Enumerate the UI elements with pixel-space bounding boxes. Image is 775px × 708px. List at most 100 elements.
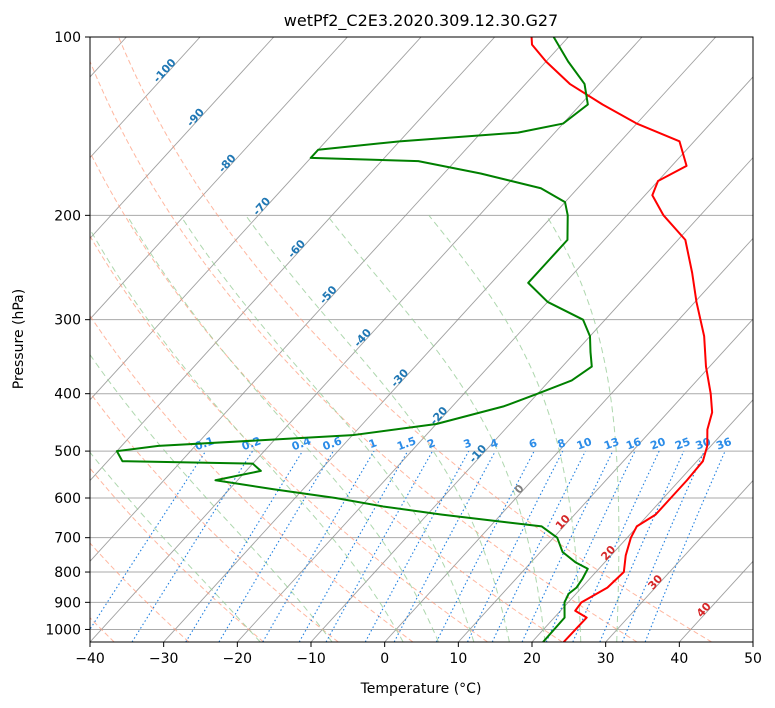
mixing-ratio-line — [131, 450, 254, 642]
moist-adiabat-line — [428, 215, 582, 642]
y-tick-label: 400 — [54, 387, 81, 403]
dry-adiabat-line — [90, 542, 190, 642]
dry-adiabat-label: -70 — [250, 195, 273, 219]
plot-area: 0.1 0.2 0.4 0.6 1 1.5 2 3 4 6 8 10 13 16 20 25 30 36-100-… — [90, 37, 753, 642]
mixing-ratio-label: 20 — [649, 435, 668, 453]
moist-adiabat-line — [545, 215, 620, 642]
mixing-ratio-label: 10 — [575, 435, 594, 453]
dry-adiabat-line — [90, 60, 638, 642]
x-axis-label: Temperature (°C) — [360, 681, 482, 697]
mixing-ratio-label: 1.5 — [395, 434, 418, 453]
mixing-ratio-label: 36 — [714, 435, 733, 453]
y-tick-label: 300 — [54, 313, 81, 329]
x-tick-label: 20 — [523, 651, 541, 667]
mixing-ratio-label: 13 — [602, 435, 621, 452]
x-tick-label: 0 — [380, 651, 389, 667]
y-tick-label: 200 — [54, 208, 81, 224]
mixing-ratio-line — [521, 450, 614, 642]
isotherm-line — [90, 37, 348, 320]
x-tick-label: 30 — [597, 651, 615, 667]
mixing-ratio-line — [599, 450, 685, 642]
x-tick-label: 10 — [449, 651, 467, 667]
isotherm-line — [458, 318, 753, 642]
mixing-ratio-label: 0.2 — [240, 434, 263, 453]
mixing-ratio-label: 1 — [367, 436, 379, 451]
mixing-ratio-label: 16 — [624, 435, 643, 453]
mixing-ratio-label: 0.6 — [321, 434, 344, 453]
y-axis: 100 200 300 400 500 600 700 800 900 1000 — [45, 30, 90, 638]
isotherm-line — [90, 37, 422, 401]
mixing-ratio-line — [185, 450, 304, 642]
mixing-ratio-label: 2 — [426, 436, 438, 451]
mixing-ratio-label: 4 — [488, 436, 500, 451]
isotherm-line — [90, 37, 275, 240]
dry-adiabat-label: -50 — [317, 283, 340, 307]
dry-adiabat-label: -100 — [151, 56, 179, 85]
mixing-ratio-line — [572, 450, 660, 642]
mixing-ratio-label: 25 — [673, 435, 692, 452]
moist-adiabat-line — [180, 215, 475, 642]
dewpoint-profile — [115, 37, 593, 642]
moist-adiabat-line — [245, 215, 510, 642]
y-tick-label: 600 — [54, 491, 81, 507]
isotherm-line — [90, 37, 496, 482]
isotherm-line — [237, 76, 753, 642]
y-tick-label: 1000 — [45, 622, 81, 638]
dry-adiabat-label: -40 — [351, 326, 374, 350]
isotherm-line — [90, 37, 643, 642]
isotherm-line — [752, 641, 753, 642]
mixing-ratio-line — [644, 450, 726, 642]
moist-adiabat-line — [90, 228, 404, 642]
plot-frame — [89, 36, 754, 643]
mixing-ratio-line — [393, 450, 496, 642]
x-tick-label: 40 — [670, 651, 688, 667]
mixing-ratio-label: 6 — [527, 436, 539, 451]
isotherm-line — [163, 37, 717, 642]
mixing-ratio-line — [90, 450, 207, 631]
isotherm-line — [310, 156, 753, 642]
isotherm-line — [384, 237, 753, 642]
mixing-ratio-line — [262, 450, 375, 642]
x-tick-label: −10 — [296, 651, 326, 667]
y-tick-label: 800 — [54, 565, 81, 581]
mixing-ratio-line — [621, 450, 705, 642]
dry-adiabat-label: 10 — [553, 512, 573, 532]
dry-adiabat-line — [90, 314, 414, 642]
mixing-ratio-label: 30 — [694, 435, 713, 453]
isotherm-line — [679, 560, 753, 642]
mixing-ratio-line — [364, 450, 470, 642]
isotherm-line — [605, 479, 753, 642]
dry-adiabat-label: -30 — [388, 366, 411, 390]
y-tick-label: 700 — [54, 531, 81, 547]
mixing-ratio-line — [218, 450, 334, 642]
y-axis-label: Pressure (hPa) — [11, 289, 27, 389]
y-tick-label: 500 — [54, 444, 81, 460]
x-tick-label: −20 — [223, 651, 253, 667]
isotherm-line — [90, 37, 201, 159]
moist-adiabat-line — [126, 215, 439, 642]
x-tick-label: −40 — [75, 651, 105, 667]
isotherm-line — [90, 37, 569, 562]
mixing-ratio-label: 8 — [556, 436, 568, 451]
moist-adiabat-line — [326, 215, 546, 642]
x-tick-label: −30 — [149, 651, 179, 667]
y-tick-label: 100 — [54, 30, 81, 46]
y-tick-label: 900 — [54, 595, 81, 611]
moist-adiabat-line — [90, 451, 261, 642]
chart-title: wetPf2_C2E3.2020.309.12.30.G27 — [284, 11, 558, 31]
dry-adiabat-label: 30 — [646, 572, 666, 592]
temperature-profile — [530, 37, 714, 642]
x-axis: −40 −30 −20 −10 0 10 20 30 40 50 — [75, 642, 762, 667]
dry-adiabat-line — [118, 37, 713, 642]
isotherm-line — [531, 399, 753, 642]
dry-adiabat-label: -60 — [285, 237, 308, 261]
dry-adiabat-line — [90, 391, 339, 642]
mixing-ratio-line — [467, 450, 564, 642]
dry-adiabat-line — [90, 151, 563, 642]
dry-adiabat-label: -90 — [184, 106, 207, 130]
mixing-ratio-line — [491, 450, 586, 642]
dry-adiabat-label: -80 — [216, 151, 239, 175]
x-tick-label: 50 — [744, 651, 762, 667]
mixing-ratio-line — [325, 450, 434, 642]
